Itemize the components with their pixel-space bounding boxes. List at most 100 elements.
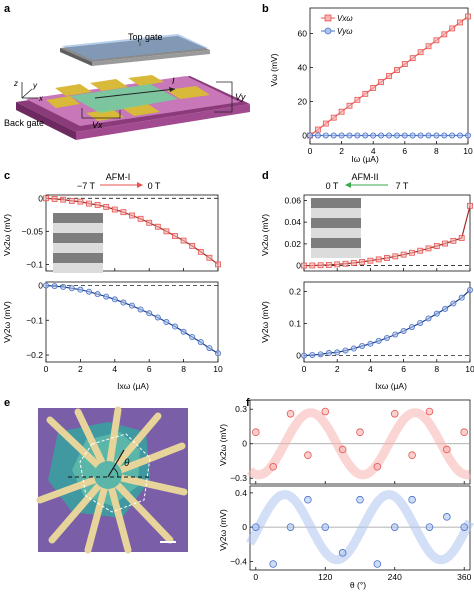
- c_top-ytick-label: −0.05: [21, 226, 43, 236]
- c_bottom-ytick-label: 0: [38, 280, 43, 290]
- chart-f-top: 0.3 0 −0.3: [230, 399, 472, 485]
- svg-text:y: y: [32, 81, 38, 90]
- b-point: [362, 132, 369, 139]
- f_bottom-point: [460, 523, 469, 531]
- top-gate-label: Top gate: [128, 32, 163, 42]
- d_top-point: [342, 260, 349, 267]
- b-point: [362, 90, 369, 97]
- f_top-fit-band: [246, 408, 472, 480]
- f_bottom-point: [321, 523, 330, 531]
- c_top-point: [197, 248, 204, 255]
- c_bottom-point: [189, 333, 196, 340]
- c_bottom-point: [214, 350, 221, 357]
- f_bottom-point: [338, 549, 347, 557]
- d_bottom-point: [359, 342, 366, 349]
- c_bottom-ytick-label: −0.2: [26, 350, 43, 360]
- panel-f-label: f: [246, 397, 250, 409]
- b-point: [354, 96, 361, 103]
- f_bottom-point: [356, 495, 364, 504]
- f_top-point: [251, 428, 260, 437]
- c_top-point: [43, 195, 49, 202]
- c_top-point: [180, 237, 187, 244]
- c_bottom-point: [43, 282, 50, 289]
- f_top-point: [338, 445, 347, 454]
- d_bottom-point: [425, 315, 432, 322]
- c_bottom-point: [68, 285, 75, 292]
- d_top-point: [433, 243, 440, 249]
- chart-d-bottom: 0 0.1 0.2 0 2 4 6 8 10: [289, 281, 474, 374]
- d_bottom-xtick-label: 6: [401, 364, 406, 374]
- d_top-point: [417, 247, 424, 254]
- f_bottom-xtick-label: 120: [318, 572, 332, 582]
- ylabel-d-top: Vx2ω (mV): [260, 214, 270, 256]
- c_top-ytick-label: −0.1: [26, 259, 43, 269]
- legend-vx: Vxω: [337, 14, 353, 23]
- d_bottom-point: [350, 345, 357, 352]
- b-point: [401, 132, 408, 139]
- b-point: [433, 37, 440, 44]
- b-point: [338, 108, 345, 115]
- b-point: [441, 31, 448, 38]
- c_bottom-xtick-label: 0: [44, 364, 49, 374]
- b-point: [441, 132, 448, 139]
- b-point: [409, 55, 416, 62]
- c_bottom-point: [94, 291, 101, 298]
- c_top-point: [86, 200, 92, 207]
- c_top-point: [68, 198, 75, 204]
- c_top-point: [163, 228, 170, 235]
- d_top-point: [458, 235, 465, 241]
- f_top-point: [321, 407, 330, 416]
- ylabel-b: Vω (mV): [269, 53, 279, 86]
- c_top-point: [215, 261, 221, 268]
- d_bottom-ytick-label: 0: [296, 351, 301, 361]
- d_bottom-point: [317, 351, 324, 358]
- c_bottom-xtick-label: 2: [78, 364, 83, 374]
- transition-arrow-d: AFM-II 0 T 7 T: [326, 172, 409, 191]
- c_top-frame: [45, 194, 219, 272]
- f_top-ytick-label: 0.3: [235, 404, 247, 414]
- f_bottom-xtick-label: 0: [253, 572, 258, 582]
- d_bottom-point: [383, 334, 390, 341]
- c_top-point: [146, 219, 153, 226]
- d_bottom-ytick-label: 0.2: [289, 287, 301, 297]
- d_bottom-point: [442, 305, 449, 312]
- d_top-point: [359, 258, 366, 265]
- d_top-ytick-label: 0.06: [284, 195, 301, 205]
- b-ytick-label: 60: [298, 29, 308, 39]
- f_top-point: [443, 445, 451, 454]
- d_bottom-point: [342, 347, 349, 354]
- d_bottom-point: [367, 340, 374, 347]
- b-point: [457, 132, 464, 139]
- f_top-ytick-label: 0: [242, 439, 247, 449]
- b-point: [449, 132, 456, 139]
- d_bottom-point: [300, 352, 307, 359]
- f_bottom-point: [425, 523, 434, 531]
- d_bottom-point: [400, 327, 407, 334]
- b-point: [322, 132, 329, 139]
- ylabel-c-bottom: Vy2ω (mV): [2, 301, 12, 343]
- b-point: [465, 13, 471, 20]
- f_bottom-ytick-label: −0.4: [230, 556, 247, 566]
- d_top-point: [425, 245, 432, 252]
- ylabel-f-top: Vx2ω (mV): [218, 424, 228, 466]
- c_top-point: [129, 212, 135, 219]
- c_bottom-point: [60, 283, 67, 290]
- d_top-ytick-label: 0.02: [284, 239, 301, 249]
- transition-arrow-c: AFM-I −7 T 0 T: [77, 172, 161, 191]
- f_bottom-point: [286, 523, 295, 531]
- b-point: [306, 132, 313, 139]
- f_top-point: [304, 451, 312, 460]
- c_top-point: [206, 254, 213, 261]
- f_bottom-point: [408, 495, 416, 504]
- b-point: [386, 73, 392, 79]
- d_bottom-xtick-label: 2: [335, 364, 340, 374]
- svg-text:0 T: 0 T: [148, 181, 161, 191]
- d_top-ytick-label: 0.04: [284, 217, 301, 227]
- c_bottom-point: [163, 318, 170, 325]
- c_bottom-point: [120, 299, 127, 306]
- d_bottom-xtick-label: 10: [465, 364, 474, 374]
- c_top-point: [137, 215, 144, 222]
- f_bottom-ytick-label: 0.4: [235, 488, 247, 498]
- d_bottom-point: [392, 331, 399, 338]
